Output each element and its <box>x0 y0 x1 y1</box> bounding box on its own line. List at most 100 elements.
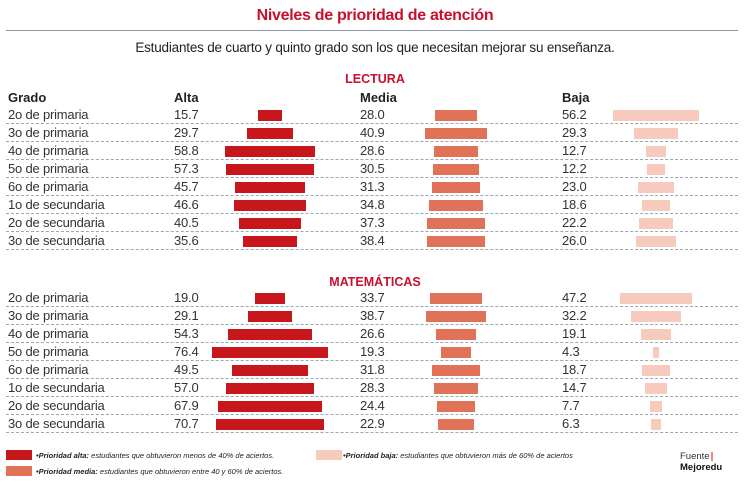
bar-baja <box>641 200 671 211</box>
value-baja: 7.7 <box>562 398 580 413</box>
value-baja: 12.2 <box>562 161 587 176</box>
grade-label: 6o de primaria <box>8 362 89 377</box>
bar-alta <box>215 419 325 430</box>
bar-media <box>432 164 480 175</box>
table-row: 4o de primaria 58.8 28.6 12.7 <box>6 142 738 160</box>
value-baja: 18.7 <box>562 362 587 377</box>
value-baja: 47.2 <box>562 290 587 305</box>
bar-alta <box>235 182 305 193</box>
bar-media <box>426 236 486 247</box>
bar-baja <box>646 164 666 175</box>
grade-label: 4o de primaria <box>8 143 89 158</box>
value-alta: 49.5 <box>174 362 199 377</box>
value-alta: 29.1 <box>174 308 199 323</box>
value-baja: 14.7 <box>562 380 587 395</box>
value-media: 28.3 <box>360 380 385 395</box>
grade-label: 2o de secundaria <box>8 215 105 230</box>
col-header-media: Media <box>360 90 397 105</box>
bar-media <box>434 383 478 394</box>
source-credit: FuenteMejoredu <box>680 451 750 473</box>
grade-label: 2o de primaria <box>8 107 89 122</box>
legend-label-alta: •Prioridad alta: <box>36 451 90 460</box>
bar-media <box>434 146 478 157</box>
bar-baja <box>633 128 679 139</box>
value-media: 38.7 <box>360 308 385 323</box>
bar-alta <box>228 329 312 340</box>
bar-baja <box>644 383 668 394</box>
table-row: 1o de secundaria 57.0 28.3 14.7 <box>6 379 738 397</box>
table-row: 3o de primaria 29.1 38.7 32.2 <box>6 307 738 325</box>
bar-alta <box>225 146 315 157</box>
bar-alta <box>226 383 314 394</box>
bar-media <box>430 293 482 304</box>
table-row: 6o de primaria 49.5 31.8 18.7 <box>6 361 738 379</box>
value-media: 37.3 <box>360 215 385 230</box>
grade-label: 4o de primaria <box>8 326 89 341</box>
legend-label-media: •Prioridad media: <box>36 467 98 476</box>
value-baja: 26.0 <box>562 233 587 248</box>
legend-item-alta: •Prioridad alta: estudiantes que obtuvie… <box>36 451 274 460</box>
value-alta: 70.7 <box>174 416 199 431</box>
value-media: 31.3 <box>360 179 385 194</box>
grade-label: 5o de primaria <box>8 344 89 359</box>
bar-baja <box>619 293 693 304</box>
value-media: 26.6 <box>360 326 385 341</box>
value-media: 28.6 <box>360 143 385 158</box>
table-row: 6o de primaria 45.7 31.3 23.0 <box>6 178 738 196</box>
value-media: 24.4 <box>360 398 385 413</box>
table-row: 3o de secundaria 70.7 22.9 6.3 <box>6 415 738 433</box>
table-row: 2o de primaria 15.7 28.0 56.2 <box>6 106 738 124</box>
bar-baja <box>641 329 671 340</box>
bar-alta <box>257 110 282 121</box>
section-title-lectura: LECTURA <box>345 72 405 86</box>
section-title-matematicas: MATEMÁTICAS <box>329 275 421 289</box>
value-alta: 15.7 <box>174 107 199 122</box>
table-row: 3o de secundaria 35.6 38.4 26.0 <box>6 232 738 250</box>
bar-media <box>437 401 475 412</box>
bar-baja <box>613 110 699 121</box>
grade-label: 3o de secundaria <box>8 416 105 431</box>
col-header-grado: Grado <box>8 90 47 105</box>
value-baja: 29.3 <box>562 125 587 140</box>
value-baja: 19.1 <box>562 326 587 341</box>
legend-swatch-baja <box>316 450 342 460</box>
bar-media <box>432 182 480 193</box>
bar-alta <box>234 200 306 211</box>
value-alta: 58.8 <box>174 143 199 158</box>
value-alta: 29.7 <box>174 125 199 140</box>
value-media: 28.0 <box>360 107 385 122</box>
value-baja: 23.0 <box>562 179 587 194</box>
value-media: 34.8 <box>360 197 385 212</box>
bar-alta <box>247 311 293 322</box>
legend-swatch-media <box>6 466 32 476</box>
bar-baja <box>631 311 681 322</box>
bar-baja <box>638 182 674 193</box>
value-baja: 56.2 <box>562 107 587 122</box>
bar-alta <box>232 365 308 376</box>
bar-media <box>435 329 477 340</box>
value-alta: 19.0 <box>174 290 199 305</box>
bar-media <box>441 347 471 358</box>
table-row: 5o de primaria 57.3 30.5 12.2 <box>6 160 738 178</box>
source-name: Mejoredu <box>680 462 723 473</box>
value-alta: 46.6 <box>174 197 199 212</box>
value-alta: 67.9 <box>174 398 199 413</box>
table-row: 3o de primaria 29.7 40.9 29.3 <box>6 124 738 142</box>
legend-label-baja: •Prioridad baja: <box>343 451 399 460</box>
value-alta: 35.6 <box>174 233 199 248</box>
col-header-baja: Baja <box>562 90 590 105</box>
bar-alta <box>226 164 314 175</box>
value-media: 33.7 <box>360 290 385 305</box>
value-alta: 57.0 <box>174 380 199 395</box>
bar-baja <box>639 218 673 229</box>
legend-text-baja: estudiantes que obtuvieron más de 60% de… <box>398 451 573 460</box>
table-row: 2o de secundaria 40.5 37.3 22.2 <box>6 214 738 232</box>
table-row: 1o de secundaria 46.6 34.8 18.6 <box>6 196 738 214</box>
table-row: 5o de primaria 76.4 19.3 4.3 <box>6 343 738 361</box>
legend-swatch-alta <box>6 450 32 460</box>
bar-alta <box>239 218 301 229</box>
legend-text-media: estudiantes que obtuvieron entre 40 y 60… <box>97 467 284 476</box>
bar-baja <box>651 419 661 430</box>
title-divider <box>6 30 738 31</box>
bar-baja <box>641 365 671 376</box>
